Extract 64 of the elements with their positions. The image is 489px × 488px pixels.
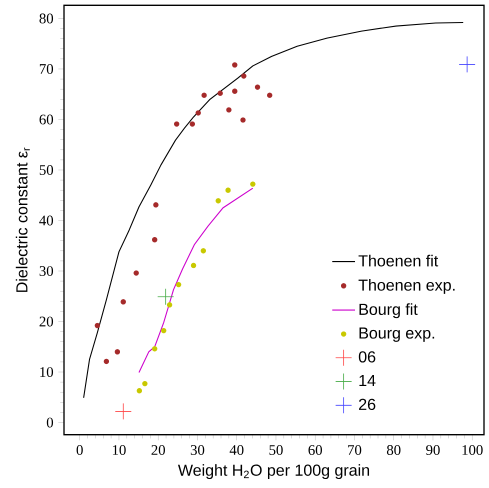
- point: [120, 299, 126, 304]
- y-axis-title: Dielectric constant ε$_{r}$: [16, 148, 30, 292]
- x-tick-label: 20: [152, 445, 165, 455]
- point: [166, 302, 172, 308]
- point: [240, 117, 246, 123]
- point: [114, 403, 132, 420]
- y-tick-label: 80: [40, 14, 54, 24]
- y-tick-label: 70: [40, 64, 54, 74]
- line-series: [138, 188, 254, 374]
- point: [250, 181, 256, 187]
- point: [157, 288, 174, 306]
- x-tick-label: 100: [462, 445, 483, 455]
- point: [254, 84, 260, 90]
- point: [241, 73, 246, 79]
- point: [232, 88, 238, 94]
- legend-label: Bourg fit: [360, 303, 418, 318]
- y-tick-label: 50: [40, 165, 54, 175]
- x-tick-label: 60: [308, 445, 322, 455]
- x-tick-label: 90: [426, 445, 440, 455]
- legend-label: 26: [359, 398, 376, 410]
- point: [152, 237, 158, 242]
- point: [94, 322, 100, 328]
- point: [136, 388, 142, 394]
- point: [267, 92, 272, 98]
- point: [153, 202, 159, 208]
- point: [161, 328, 166, 334]
- legend-label: Thoenen fit: [358, 254, 438, 266]
- point: [134, 270, 139, 276]
- point: [104, 358, 110, 364]
- x-tick-label: 10: [112, 445, 126, 455]
- y-tick-label: 0: [46, 418, 54, 428]
- x-axis-title: Weight H$_{2}$O per 100g grain: [178, 464, 370, 480]
- x-tick-label: 80: [386, 445, 400, 455]
- legend-label: 14: [359, 375, 376, 386]
- point: [114, 349, 120, 354]
- point: [176, 282, 182, 288]
- point: [218, 90, 223, 96]
- point: [174, 121, 180, 127]
- y-tick-label: 60: [40, 114, 54, 124]
- x-tick-label: 50: [269, 445, 283, 455]
- point: [201, 92, 207, 98]
- legend-label: Bourg exp.: [360, 328, 434, 342]
- y-tick-label: 10: [40, 367, 54, 377]
- point: [196, 110, 201, 116]
- line-series: [83, 22, 464, 398]
- point: [200, 248, 206, 254]
- point: [216, 198, 221, 204]
- point: [458, 56, 476, 73]
- legend-label: Thoenen exp.: [358, 279, 455, 294]
- point: [190, 262, 196, 268]
- y-tick-label: 40: [39, 216, 54, 226]
- point: [232, 62, 238, 68]
- x-tick-label: 0: [76, 445, 83, 455]
- x-tick-label: 70: [348, 445, 362, 455]
- point: [142, 380, 148, 386]
- y-tick-label: 30: [40, 266, 54, 276]
- point: [225, 188, 231, 193]
- x-tick-label: 30: [190, 445, 204, 455]
- x-tick-label: 40: [230, 445, 244, 455]
- point: [190, 121, 196, 127]
- y-tick-label: 20: [40, 316, 54, 326]
- point: [226, 107, 232, 113]
- point: [152, 346, 158, 352]
- legend-label: 06: [358, 351, 376, 363]
